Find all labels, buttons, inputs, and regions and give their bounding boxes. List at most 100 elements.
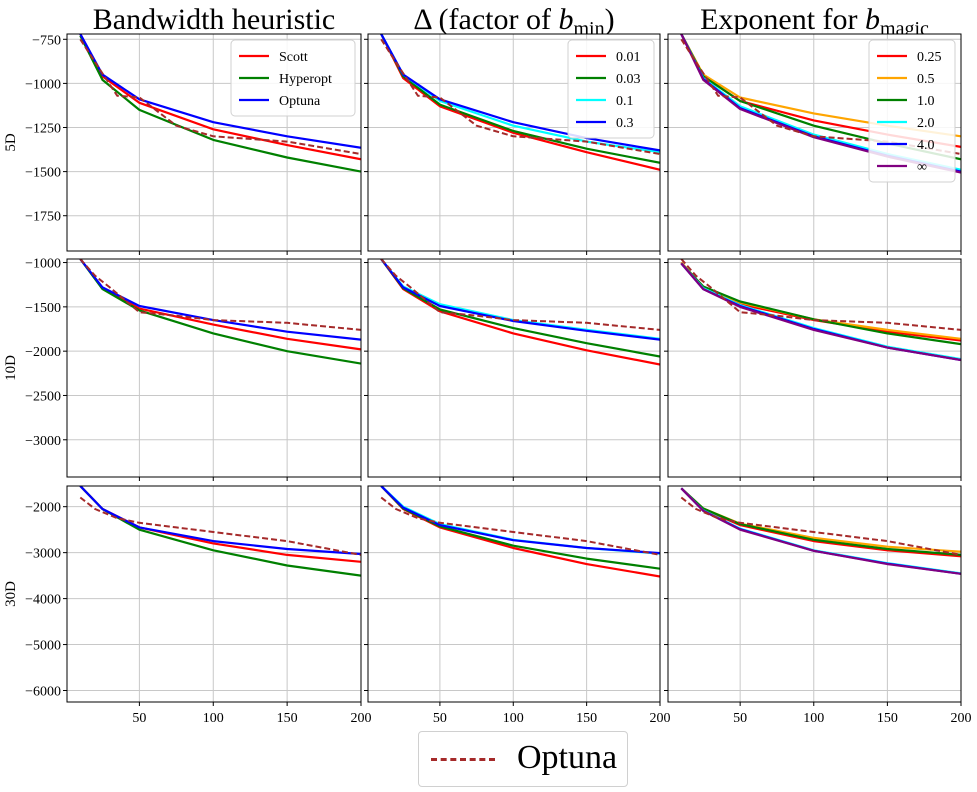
- column-title-math-base: b: [865, 3, 880, 36]
- x-tick-label: 150: [576, 711, 597, 726]
- legend-label: 2.0: [917, 116, 935, 131]
- axes-frame: [367, 485, 661, 703]
- legend-label: 0.01: [616, 50, 641, 65]
- subplot-legend: Scott Hyperopt Optuna: [230, 39, 356, 117]
- series-line-1.0: [680, 487, 961, 556]
- column-title-text: Δ (factor of: [413, 3, 558, 36]
- column-title: Δ (factor of bmin): [413, 3, 614, 40]
- legend-label: 0.25: [917, 50, 942, 65]
- x-tick-label: 100: [803, 711, 824, 726]
- series-line-0.3: [380, 259, 660, 341]
- row-label: 30D: [3, 581, 19, 607]
- legend-box: [567, 39, 655, 139]
- plot-area: [368, 486, 660, 702]
- subplot-legend: 0.01 0.03 0.1 0.3: [567, 39, 655, 139]
- series-line-Optuna: [79, 34, 361, 149]
- axes-frame: [667, 258, 962, 478]
- series-line-Optuna: [79, 486, 361, 556]
- series-line-optuna-reference: [680, 496, 961, 556]
- legend-box: [868, 39, 956, 183]
- subplot-legend: 0.25 0.5 1.0 2.0 4.0 ∞: [868, 39, 956, 183]
- y-tick-label: −2500: [25, 389, 61, 404]
- y-tick-label: −750: [32, 33, 61, 48]
- series-line-Optuna: [79, 259, 361, 341]
- column-title-text: Exponent for: [700, 3, 865, 36]
- legend-label: ∞: [917, 160, 927, 175]
- y-tick-label: −3000: [25, 547, 61, 562]
- y-tick-label: −4000: [25, 593, 61, 608]
- x-tick-label: 50: [733, 711, 747, 726]
- x-tick-label: 200: [351, 711, 372, 726]
- series-group: [380, 34, 660, 171]
- axes-frame: [667, 33, 962, 252]
- legend-label: Scott: [279, 50, 308, 65]
- series-group: [79, 259, 361, 365]
- figure-legend-label: Optuna: [517, 739, 618, 776]
- legend-label: Optuna: [279, 94, 321, 109]
- x-tick-label: 100: [203, 711, 224, 726]
- subplot-panel: −1750 −1500 −1250 −1000 −750 Scott Hyperopt Opt…: [25, 33, 362, 255]
- row-label: 10D: [3, 355, 19, 381]
- series-group: [79, 34, 361, 173]
- plot-area: [67, 486, 361, 702]
- series-group: [680, 487, 961, 575]
- series-group: [380, 259, 660, 366]
- x-tick-label: 150: [877, 711, 898, 726]
- figure-legend: Optuna: [418, 731, 628, 787]
- legend-label: 0.5: [917, 72, 935, 87]
- legend-label: 0.1: [616, 94, 634, 109]
- y-tick-label: −3000: [25, 434, 61, 449]
- series-group: [680, 259, 961, 362]
- y-tick-label: −1500: [25, 166, 61, 181]
- series-line-optuna-reference: [79, 38, 361, 155]
- y-tick-label: −1750: [25, 210, 61, 225]
- column-title-suffix: ): [605, 3, 615, 36]
- y-tick-label: −5000: [25, 639, 61, 654]
- column-title-math-base: b: [558, 3, 573, 36]
- series-group: [79, 486, 361, 577]
- subplot-panel: 50 100 150 200: [664, 485, 972, 726]
- y-tick-label: −6000: [25, 685, 61, 700]
- optuna-dashed-line-swatch: [431, 758, 495, 761]
- x-tick-label: 50: [132, 711, 146, 726]
- series-line-optuna-reference: [380, 496, 660, 556]
- legend-box: [230, 39, 356, 117]
- x-tick-label: 200: [951, 711, 972, 726]
- subplot-panel: −3000 −2500 −2000 −1500 −1000: [25, 257, 362, 481]
- series-line-optuna-reference: [79, 496, 361, 556]
- axes-frame: [367, 258, 661, 478]
- x-tick-label: 150: [277, 711, 298, 726]
- y-tick-label: −2000: [25, 501, 61, 516]
- series-line-∞: [680, 487, 961, 575]
- subplot-panel: 0.01 0.03 0.1 0.3: [364, 33, 661, 255]
- plot-area: [668, 486, 961, 702]
- subplot-panel: −6000 −5000 −4000 −3000 −2000 50 100 150 200: [25, 485, 372, 726]
- series-line-∞: [680, 262, 961, 362]
- subplot-panel: 50 100 150 200: [364, 485, 671, 726]
- series-line-optuna-reference: [380, 38, 660, 155]
- axes-frame: [66, 33, 362, 252]
- column-title-text: Bandwidth heuristic: [93, 3, 335, 36]
- legend-label: 1.0: [917, 94, 935, 109]
- y-tick-label: −1250: [25, 122, 61, 137]
- x-tick-label: 50: [433, 711, 447, 726]
- column-title: Bandwidth heuristic: [93, 3, 335, 36]
- subplot-panel: [664, 258, 962, 481]
- y-tick-label: −1000: [25, 77, 61, 92]
- y-tick-label: −1000: [25, 257, 61, 272]
- legend-label: 4.0: [917, 138, 935, 153]
- series-group: [380, 486, 660, 578]
- legend-label: Hyperopt: [279, 72, 332, 87]
- x-tick-label: 100: [503, 711, 524, 726]
- subplot-panel: [364, 258, 661, 481]
- series-line-0.3: [380, 34, 660, 152]
- legend-label: 0.3: [616, 116, 634, 131]
- axes-frame: [66, 485, 362, 703]
- subplot-panel: 0.25 0.5 1.0 2.0 4.0 ∞: [664, 33, 962, 255]
- y-tick-label: −1500: [25, 301, 61, 316]
- axes-frame: [66, 258, 362, 478]
- axes-frame: [667, 485, 962, 703]
- y-tick-label: −2000: [25, 345, 61, 360]
- row-label: 5D: [3, 133, 19, 152]
